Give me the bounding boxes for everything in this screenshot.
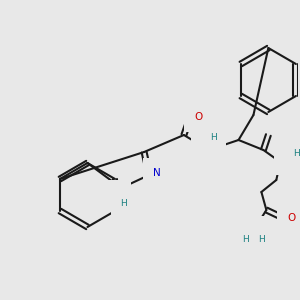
Text: H: H — [293, 149, 300, 158]
Text: N: N — [248, 226, 255, 236]
Text: O: O — [195, 112, 203, 122]
Text: H: H — [258, 236, 265, 244]
Text: N: N — [284, 155, 292, 165]
Text: N: N — [153, 168, 161, 178]
Text: H: H — [242, 235, 249, 244]
Text: H: H — [210, 134, 217, 142]
Text: N: N — [112, 190, 120, 200]
Text: O: O — [287, 213, 295, 223]
Text: N: N — [202, 139, 210, 149]
Text: H: H — [120, 199, 127, 208]
